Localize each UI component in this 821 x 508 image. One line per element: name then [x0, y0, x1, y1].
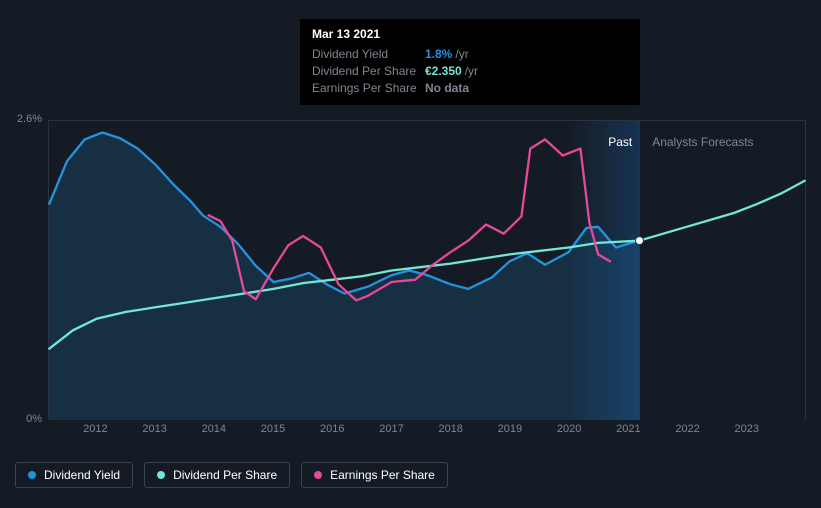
dividend_yield-area [49, 133, 639, 421]
legend-swatch [157, 471, 165, 479]
forecast-region-label: Analysts Forecasts [652, 135, 753, 149]
dividend-chart: 2.6% 0% 2012 2013 2014 2015 2016 2017 2018 2019 20… [15, 103, 806, 448]
tooltip-metric-label: Dividend Yield [312, 46, 425, 63]
tooltip-row: Dividend Per Share€2.350/yr [312, 63, 628, 80]
legend-label: Dividend Per Share [173, 468, 277, 482]
x-axis-tick-label: 2017 [379, 423, 403, 435]
legend-item-dividend-per-share[interactable]: Dividend Per Share [144, 462, 290, 488]
x-axis-tick-label: 2018 [438, 423, 462, 435]
legend-item-earnings-per-share[interactable]: Earnings Per Share [301, 462, 448, 488]
y-axis-tick-label: 2.6% [17, 113, 42, 125]
x-axis-tick-label: 2012 [83, 423, 107, 435]
x-axis-tick-label: 2016 [320, 423, 344, 435]
tooltip-rows: Dividend Yield1.8%/yrDividend Per Share€… [312, 46, 628, 97]
plot-svg [49, 121, 805, 420]
x-axis-tick-label: 2015 [261, 423, 285, 435]
y-axis-tick-label: 0% [26, 413, 42, 425]
tooltip-metric-unit: /yr [455, 46, 468, 63]
x-axis-tick-label: 2020 [557, 423, 581, 435]
legend-item-dividend-yield[interactable]: Dividend Yield [15, 462, 133, 488]
tooltip-metric-value: €2.350 [425, 63, 462, 80]
legend-swatch [28, 471, 36, 479]
chart-legend: Dividend Yield Dividend Per Share Earnings… [15, 462, 448, 488]
tooltip-metric-label: Earnings Per Share [312, 80, 425, 97]
tooltip-metric-unit: /yr [465, 63, 478, 80]
x-axis-tick-label: 2019 [498, 423, 522, 435]
x-axis-tick-label: 2021 [616, 423, 640, 435]
legend-label: Earnings Per Share [330, 468, 435, 482]
past-region-label: Past [608, 135, 632, 149]
current-marker [635, 237, 643, 245]
legend-swatch [314, 471, 322, 479]
x-axis-tick-label: 2014 [202, 423, 226, 435]
x-axis-tick-label: 2023 [735, 423, 759, 435]
x-axis-tick-label: 2013 [142, 423, 166, 435]
legend-label: Dividend Yield [44, 468, 120, 482]
tooltip-row: Earnings Per ShareNo data [312, 80, 628, 97]
plot-area[interactable] [48, 120, 806, 420]
tooltip-metric-value: No data [425, 80, 469, 97]
tooltip-metric-label: Dividend Per Share [312, 63, 425, 80]
chart-tooltip: Mar 13 2021 Dividend Yield1.8%/yrDividen… [300, 19, 640, 105]
x-axis-tick-label: 2022 [675, 423, 699, 435]
tooltip-metric-value: 1.8% [425, 46, 452, 63]
tooltip-date: Mar 13 2021 [312, 27, 628, 41]
tooltip-row: Dividend Yield1.8%/yr [312, 46, 628, 63]
